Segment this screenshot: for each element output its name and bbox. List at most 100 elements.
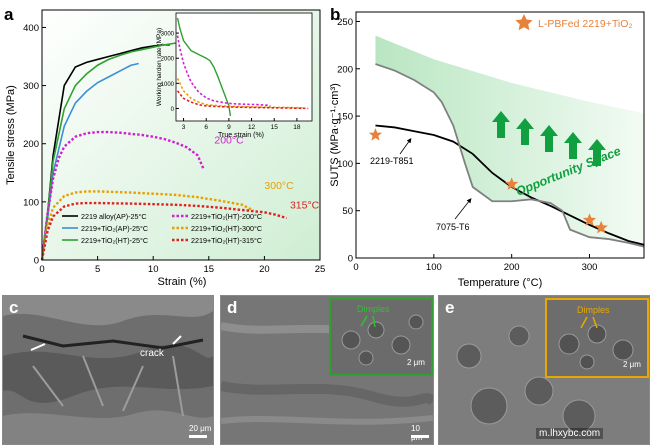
- panel-a-ytick-label-4: 400: [23, 23, 39, 34]
- panel-a-xtick-label-5: 25: [315, 264, 326, 275]
- opportunity-arrow-2: [516, 118, 534, 145]
- panel-a-series-line-4: [40, 190, 254, 261]
- panel-a-frame: [41, 9, 321, 261]
- panel-a-xlabel: Strain (%): [158, 276, 207, 288]
- panel-a-xtick-label-3: 15: [204, 264, 215, 275]
- panel-b-star-point-3: [594, 220, 608, 234]
- panel-d-scale-label: 10 μm: [411, 424, 422, 442]
- arrow-2219-t851: [399, 138, 412, 155]
- crack-arrow-left: [30, 343, 46, 351]
- panel-c-scale-bar: [189, 435, 207, 438]
- panel-b-xtick-label-1: 100: [426, 262, 442, 273]
- panel-b-ytick-label-4: 200: [337, 64, 353, 75]
- panel-a-legend: 2219 alloy(AP)-25°C 2219+TiO₂(AP)-25°C 221…: [62, 212, 262, 245]
- panel-a-legend-label-1: 2219+TiO₂(AP)-25°C: [81, 224, 148, 233]
- panel-e-letter: e: [445, 298, 455, 317]
- panel-b-ytick-label-5: 250: [337, 17, 353, 28]
- panel-e-sem-image: e Dimples 2 μm: [438, 295, 650, 445]
- panel-c-sem-image: c crack 20 μm: [2, 295, 214, 445]
- panel-a-xtick-label-4: 20: [259, 264, 270, 275]
- inset-xtick-label-5: 18: [293, 124, 301, 131]
- panel-b-series-line-1: [375, 63, 645, 248]
- panel-a-annotation-0: 200°C: [214, 135, 244, 147]
- panel-a-legend-label-5: 2219+TiO₂(HT)-315°C: [191, 236, 262, 245]
- panel-a-xtick-label-1: 5: [95, 264, 100, 275]
- inset-xlabel: True strain (%): [218, 132, 264, 139]
- panel-a-ytick-label-2: 200: [23, 139, 39, 150]
- inset-xtick-label-1: 6: [204, 124, 208, 131]
- panel-b-series: [368, 63, 645, 248]
- inset-series-line-0: [176, 17, 232, 117]
- panel-a-series-line-0: [41, 44, 170, 261]
- panel-d-dimples-label: Dimples: [357, 304, 390, 314]
- panel-e-inset-scale-label: 2 μm: [623, 360, 641, 369]
- panel-b-legend-label: L-PBFed 2219+TiO₂: [538, 18, 632, 30]
- panel-a-xtick-label-2: 10: [148, 264, 159, 275]
- panel-d-inset: Dimples 2 μm: [329, 298, 433, 376]
- inset-xtick-label-4: 15: [271, 124, 279, 131]
- opportunity-space-region: [375, 35, 644, 247]
- inset-xtick-label-2: 9: [227, 124, 231, 131]
- inset-series-line-3: [176, 90, 309, 110]
- inset-ytick-label-0: 0: [171, 107, 175, 113]
- inset-ytick-label-1: 1000: [161, 82, 175, 88]
- panel-a-legend-label-2: 2219+TiO₂(HT)-25°C: [81, 236, 148, 245]
- panel-a-series-line-2: [41, 41, 185, 261]
- panel-b-xtick-label-2: 200: [504, 262, 520, 273]
- panel-b-xtick-label-0: 0: [353, 262, 358, 273]
- crack-arrow-right: [172, 335, 182, 345]
- opportunity-arrows: [492, 111, 606, 166]
- panel-a-legend-label-4: 2219+TiO₂(HT)-300°C: [191, 224, 262, 233]
- panel-a-ticks: 0 5 10 15 20 25 0 100 200 300 400: [23, 23, 325, 275]
- panel-b-xlabel: Temperature (°C): [458, 277, 542, 289]
- panel-a-annotation-2: 315°C: [290, 199, 320, 211]
- inset-ylabel: Working harden rate (MPa): [156, 28, 163, 106]
- panel-d-letter: d: [227, 298, 238, 317]
- panel-a-xtick-label-0: 0: [39, 264, 44, 275]
- panel-d-sem-image: d Dimples 2 μm 10 μm: [220, 295, 434, 445]
- panel-c-scale-label: 20 μm: [189, 424, 212, 433]
- panel-b-ytick-label-0: 0: [348, 254, 353, 265]
- opportunity-arrow-3: [540, 125, 558, 152]
- panel-a-series: [40, 41, 287, 261]
- panel-b-ylabel: SUTS (MPa·g⁻¹·cm³): [329, 83, 341, 187]
- opportunity-arrow-5: [588, 139, 606, 166]
- panel-c-micrograph: [3, 296, 213, 444]
- panel-b-star-point-1: [505, 177, 519, 190]
- panel-a-legend-label-0: 2219 alloy(AP)-25°C: [81, 212, 147, 221]
- panel-b-ytick-label-1: 50: [342, 206, 353, 217]
- inset-xtick-label-0: 3: [182, 124, 186, 131]
- panel-a-ylabel: Tensile stress (MPa): [5, 85, 17, 185]
- inset-ytick-label-3: 3000: [161, 32, 175, 38]
- inset-series-line-1: [176, 35, 271, 107]
- arrow-7075-t6: [454, 198, 472, 220]
- crack-arrows: [30, 335, 182, 351]
- panel-a-annotations: 200°C 300°C 315°C: [214, 135, 319, 212]
- panel-d-scale-bar: [411, 435, 429, 438]
- panel-b-star-point-0: [368, 128, 383, 141]
- opportunity-arrow-1: [492, 111, 510, 138]
- panel-a-letter: a: [4, 5, 14, 24]
- panel-a-series-line-3: [40, 130, 205, 261]
- panel-b-ytick-label-2: 100: [337, 159, 353, 170]
- panel-d-inset-scale-label: 2 μm: [407, 358, 425, 367]
- label-7075-t6: 7075-T6: [436, 222, 470, 232]
- label-2219-t851: 2219-T851: [370, 156, 414, 166]
- panel-a-ytick-label-3: 300: [23, 81, 39, 92]
- panel-b-letter: b: [330, 5, 340, 24]
- panel-a-annotation-1: 300°C: [264, 180, 294, 192]
- opportunity-arrow-4: [564, 132, 582, 159]
- crack-label: crack: [140, 348, 164, 359]
- panel-e-inset: Dimples 2 μm: [545, 298, 649, 378]
- inset-ytick-label-2: 2000: [161, 57, 175, 63]
- panel-c-letter: c: [9, 298, 19, 317]
- panel-a-series-line-5: [40, 201, 287, 261]
- panel-b-frame: [355, 11, 645, 259]
- legend-star-marker: [515, 14, 533, 31]
- panel-a-legend-label-3: 2219+TiO₂(HT)-200°C: [191, 212, 262, 221]
- panel-d-inset-micrograph: [341, 314, 424, 366]
- panel-e-inset-micrograph: [558, 316, 634, 370]
- panel-a-ytick-label-0: 0: [34, 256, 39, 267]
- panel-b: b 0 100 200 300 0 50 100 150 200 250 Temperature …: [329, 5, 645, 289]
